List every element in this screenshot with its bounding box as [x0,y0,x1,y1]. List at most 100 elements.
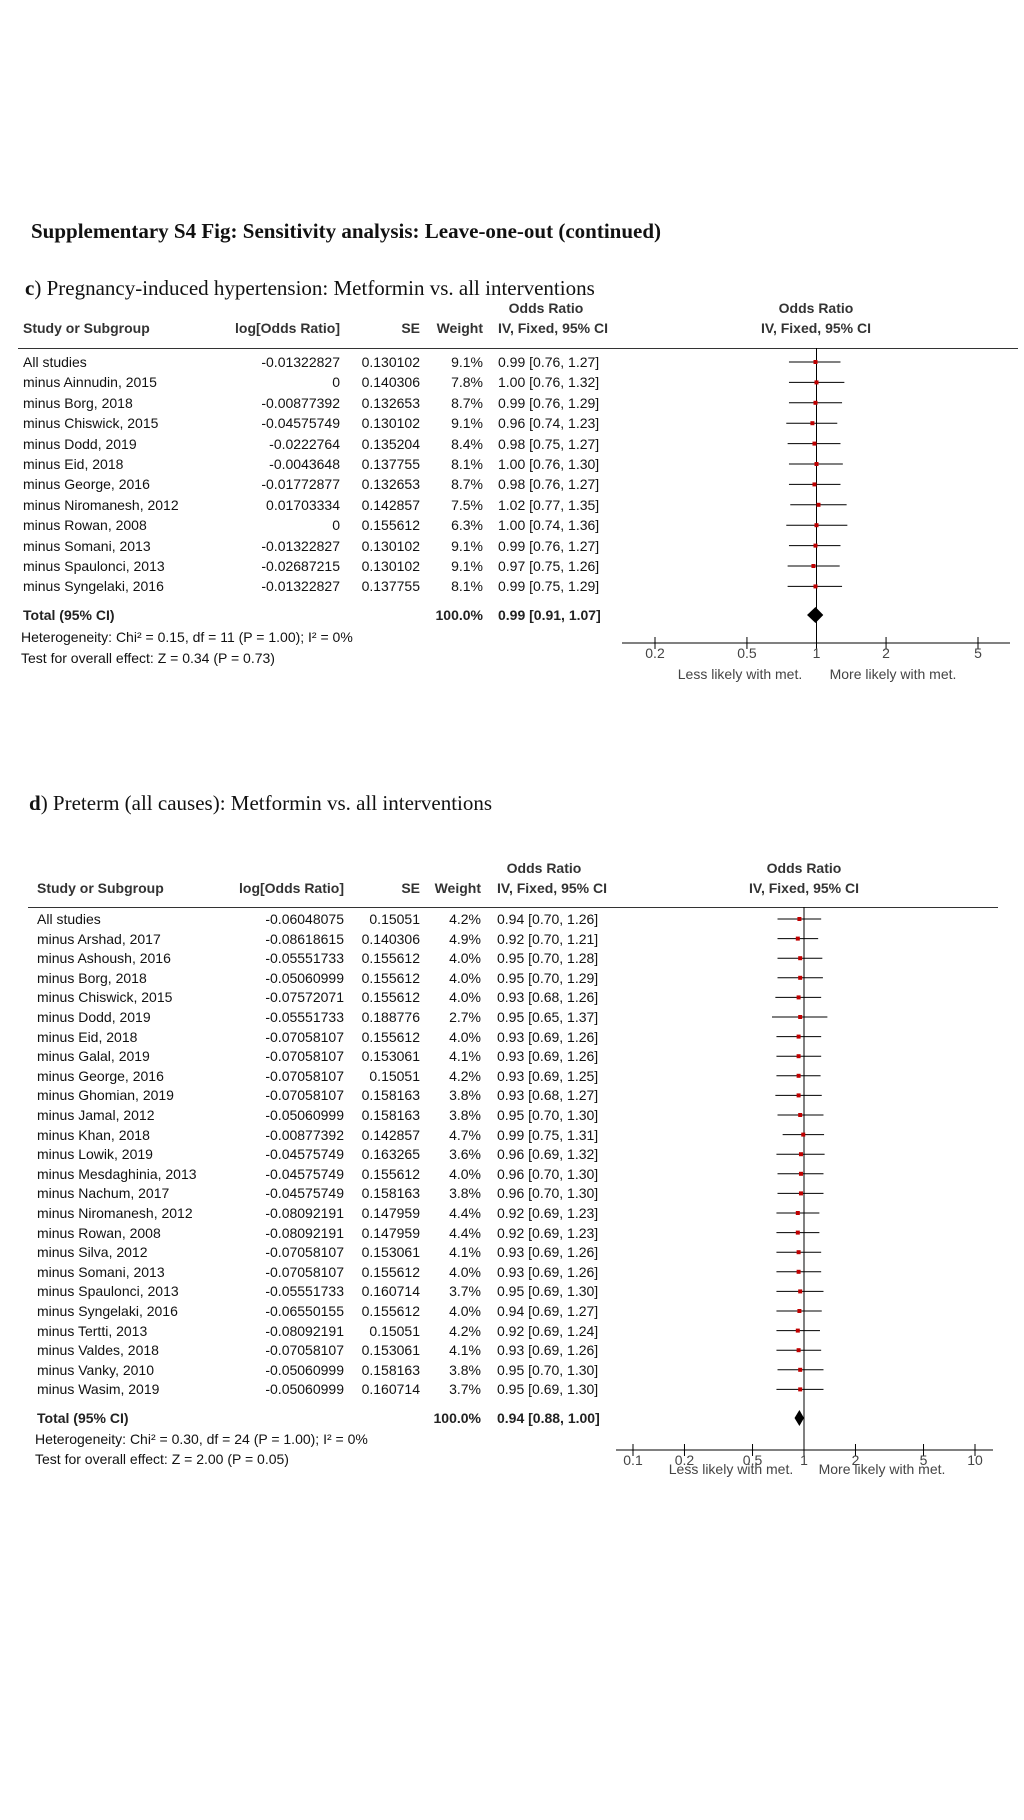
study-log-or: -0.04575749 [261,415,340,432]
study-ci: 0.95 [0.70, 1.30] [497,1107,599,1123]
overall-effect-text: Test for overall effect: Z = 2.00 (P = 0… [35,1451,289,1467]
study-name: minus Syngelaki, 2016 [23,578,164,595]
study-log-or: -0.05551733 [265,1009,344,1025]
header-rule [28,907,998,908]
study-name: minus Borg, 2018 [23,394,133,411]
study-log-or: -0.05060999 [265,1107,344,1123]
study-ci: 0.99 [0.76, 1.27] [498,354,600,370]
study-ci: 0.94 [0.69, 1.27] [497,1303,599,1319]
x-tick-label: 2 [852,1452,860,1468]
study-se: 0.15051 [369,1322,420,1339]
study-marker [798,1113,803,1117]
header-study: Study or Subgroup [37,880,164,896]
study-marker [813,584,818,589]
study-weight: 3.8% [449,1087,481,1104]
favours-right-label: More likely with met. [819,1461,946,1477]
study-weight: 3.6% [449,1146,481,1163]
study-se: 0.130102 [361,558,420,574]
study-ci: 0.95 [0.65, 1.37] [497,1009,599,1025]
study-log-or: -0.06550155 [265,1303,344,1319]
study-ci: 0.95 [0.69, 1.30] [497,1283,599,1300]
study-marker [813,360,818,364]
study-name: minus Nachum, 2017 [37,1185,170,1202]
study-ci: 0.95 [0.69, 1.30] [497,1381,599,1398]
study-marker [798,1015,803,1019]
study-name: minus Lowik, 2019 [37,1146,153,1163]
study-marker [813,543,818,548]
study-ci: 0.93 [0.69, 1.26] [497,1244,599,1261]
study-se: 0.160714 [361,1283,420,1300]
study-marker [816,502,821,507]
study-se: 0.147959 [361,1224,420,1241]
study-weight: 4.4% [449,1205,481,1221]
study-weight: 4.1% [449,1244,481,1261]
study-name: minus Ghomian, 2019 [37,1087,174,1104]
study-ci: 0.97 [0.75, 1.26] [498,558,600,574]
study-ci: 0.93 [0.69, 1.26] [497,1048,599,1065]
study-name: minus Eid, 2018 [37,1028,138,1045]
study-log-or: -0.05551733 [265,950,344,967]
favours-left-label: Less likely with met. [669,1461,793,1477]
panel-title-text: ) Pregnancy-induced hypertension: Metfor… [34,276,595,300]
forest-panel-d: d) Preterm (all causes): Metformin vs. a… [28,791,998,1477]
study-name: All studies [37,911,101,927]
x-tick-label: 5 [974,645,982,661]
plot-header-odds-ratio: Odds Ratio [778,300,854,316]
x-tick-label: 5 [920,1452,928,1468]
study-marker [795,1211,800,1215]
study-marker [798,975,803,980]
study-log-or: -0.02687215 [261,558,340,574]
study-marker [796,1073,801,1078]
study-ci: 0.93 [0.69, 1.25] [497,1067,599,1084]
study-weight: 4.0% [449,1263,481,1280]
study-log-or: -0.07058107 [265,1342,344,1359]
plot-header-method: IV, Fixed, 95% CI [761,320,871,336]
study-ci: 0.94 [0.70, 1.26] [497,911,599,927]
study-weight: 4.1% [449,1342,481,1359]
study-ci: 1.02 [0.77, 1.35] [498,496,600,513]
study-log-or: 0 [332,517,340,534]
x-tick-label: 0.2 [645,645,665,661]
x-tick-label: 1 [800,1452,808,1468]
study-se: 0.158163 [361,1087,420,1104]
study-marker [798,1191,803,1196]
study-log-or: -0.01322827 [261,354,340,370]
study-weight: 4.0% [449,950,481,967]
x-tick-label: 10 [967,1452,983,1468]
study-name: minus Eid, 2018 [23,456,124,472]
study-log-or: -0.07058107 [265,1263,344,1280]
study-name: minus Mesdaghinia, 2013 [37,1165,197,1182]
study-log-or: -0.06048075 [265,911,344,927]
study-se: 0.132653 [361,476,420,493]
study-log-or: -0.05060999 [265,1361,344,1378]
study-name: minus Niromanesh, 2012 [23,496,179,513]
study-log-or: -0.08092191 [265,1322,344,1339]
header-odds-ratio: Odds Ratio [508,300,584,316]
study-weight: 8.7% [451,476,483,493]
study-weight: 4.0% [449,1028,481,1045]
header-weight: Weight [436,320,483,336]
study-name: minus Syngelaki, 2016 [37,1303,178,1319]
study-weight: 2.7% [449,1009,481,1025]
study-se: 0.155612 [361,1028,420,1045]
study-ci: 0.93 [0.69, 1.26] [497,1028,599,1045]
study-ci: 1.00 [0.76, 1.30] [498,456,600,472]
study-marker [796,1093,801,1098]
study-marker [796,1348,801,1353]
study-log-or: -0.07058107 [265,1028,344,1045]
study-marker [813,400,818,405]
study-name: minus Arshad, 2017 [37,930,161,947]
panel-title: d) Preterm (all causes): Metformin vs. a… [29,791,492,816]
study-ci: 0.93 [0.68, 1.27] [497,1087,599,1104]
study-marker [797,1309,802,1313]
study-ci: 1.00 [0.76, 1.32] [498,374,600,391]
study-name: minus Galal, 2019 [37,1048,150,1065]
study-log-or: -0.08092191 [265,1205,344,1221]
header-method: IV, Fixed, 95% CI [497,880,607,896]
study-ci: 0.95 [0.70, 1.28] [497,950,599,967]
total-ci: 0.94 [0.88, 1.00] [497,1410,600,1426]
x-tick-label: 0.1 [623,1452,643,1468]
header-log-or: log[Odds Ratio] [239,880,344,896]
study-name: minus Tertti, 2013 [37,1322,148,1339]
study-se: 0.155612 [361,1165,420,1182]
